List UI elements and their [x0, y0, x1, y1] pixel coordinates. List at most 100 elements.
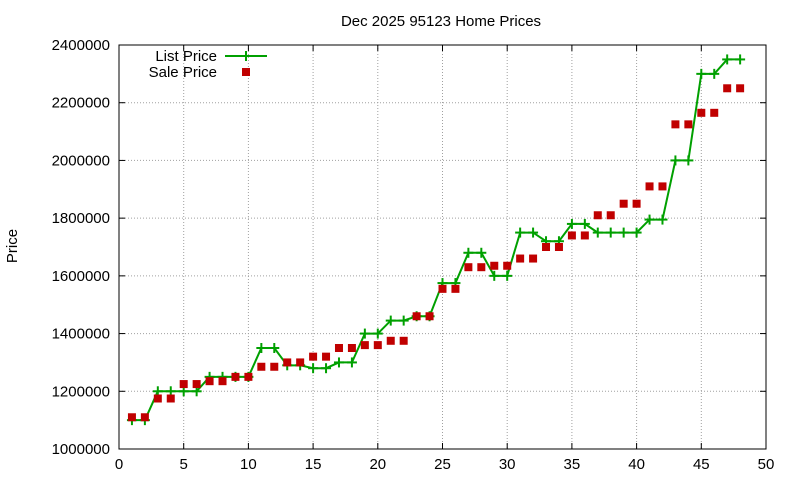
list-price-point [592, 227, 603, 238]
sale-price-point [619, 199, 628, 208]
sale-price-point [710, 108, 719, 117]
list-price-point [644, 214, 655, 225]
x-tick-label: 50 [758, 456, 775, 473]
sale-price-point [257, 362, 266, 371]
series-list-price [126, 54, 746, 426]
sale-price-point [309, 352, 318, 361]
sale-price-point [632, 199, 641, 208]
list-price-point [657, 214, 668, 225]
list-price-point [308, 363, 319, 374]
sale-price-point [580, 231, 589, 240]
list-price-point [605, 227, 616, 238]
list-price-point [489, 270, 500, 281]
y-axis-label: Price [4, 229, 21, 263]
grid-lines [119, 45, 766, 449]
list-price-point [722, 54, 733, 65]
sale-price-point [360, 341, 369, 350]
x-tick-label: 15 [305, 456, 322, 473]
x-tick-label: 45 [693, 456, 710, 473]
list-price-point [476, 247, 487, 258]
sale-price-point [140, 413, 149, 422]
sale-price-point [244, 372, 253, 381]
sale-price-point [684, 120, 693, 129]
sale-price-point [503, 261, 512, 270]
sale-price-point [399, 336, 408, 345]
y-tick-label: 1800000 [52, 210, 110, 227]
sale-price-point [425, 312, 434, 321]
legend-swatch-square [242, 68, 250, 76]
x-tick-label: 20 [369, 456, 386, 473]
series-sale-price [127, 84, 745, 422]
sale-price-point [464, 263, 473, 272]
sale-price-point [166, 394, 175, 403]
x-tick-label: 35 [564, 456, 581, 473]
series-layer [126, 54, 746, 426]
x-tick-label: 40 [628, 456, 645, 473]
sale-price-point [658, 182, 667, 191]
chart-title: Dec 2025 95123 Home Prices [341, 13, 541, 30]
list-price-point [256, 343, 267, 353]
list-price-point [709, 68, 720, 79]
sale-price-point [606, 211, 615, 220]
list-price-point [696, 68, 707, 79]
y-tick-label: 1000000 [52, 441, 110, 458]
sale-price-point [477, 263, 486, 272]
list-price-point [346, 357, 357, 368]
sale-price-point [593, 211, 602, 220]
list-price-point [579, 218, 590, 229]
sale-price-point [438, 284, 447, 293]
list-price-point [670, 155, 681, 166]
sale-price-point [205, 377, 214, 386]
list-price-point [269, 343, 280, 353]
sale-price-point [386, 336, 395, 345]
sale-price-point [451, 284, 460, 293]
sale-price-point [490, 261, 499, 270]
x-tick-label: 0 [115, 456, 123, 473]
sale-price-point [516, 254, 525, 263]
x-tick-label: 5 [180, 456, 188, 473]
x-tick-label: 30 [499, 456, 516, 473]
legend-label: Sale Price [149, 64, 217, 81]
sale-price-point [723, 84, 732, 93]
sale-price-point [347, 344, 356, 352]
y-tick-label: 1600000 [52, 268, 110, 285]
sale-price-point [645, 182, 654, 191]
list-price-point [372, 328, 383, 339]
sale-price-point [296, 358, 305, 367]
x-tick-label: 25 [434, 456, 451, 473]
axis-ticks: 0 5 10 15 20 25 30 35 40 45 50 1000000 1200000 140000… [52, 37, 775, 473]
list-price-point [618, 227, 629, 238]
sale-price-point [697, 108, 706, 117]
legend-label: List Price [155, 48, 217, 65]
sale-price-point [373, 341, 382, 350]
legend-swatch-marker [241, 51, 251, 61]
x-tick-label: 10 [240, 456, 257, 473]
y-tick-label: 2000000 [52, 152, 110, 169]
sale-price-point [127, 413, 136, 422]
y-tick-label: 1400000 [52, 326, 110, 343]
list-price-point [463, 247, 474, 258]
list-price-line [131, 58, 741, 422]
sale-price-point [153, 394, 162, 403]
y-tick-label: 2400000 [52, 37, 110, 54]
sale-price-point [270, 362, 279, 371]
list-price-point [359, 328, 370, 339]
sale-price-point [529, 254, 538, 263]
sale-price-point [218, 377, 227, 386]
sale-price-point [542, 243, 551, 251]
list-price-point [333, 357, 344, 368]
list-price-point [735, 54, 746, 65]
sale-price-point [192, 380, 201, 389]
list-price-point [683, 155, 694, 166]
sale-price-point [334, 344, 343, 352]
sale-price-point [322, 352, 331, 361]
list-price-point [398, 315, 409, 326]
list-price-point [566, 218, 577, 229]
sale-price-point [554, 243, 563, 251]
list-price-point [385, 315, 396, 326]
list-price-point [502, 270, 513, 281]
sale-price-point [179, 380, 188, 389]
sale-price-point [736, 84, 745, 93]
